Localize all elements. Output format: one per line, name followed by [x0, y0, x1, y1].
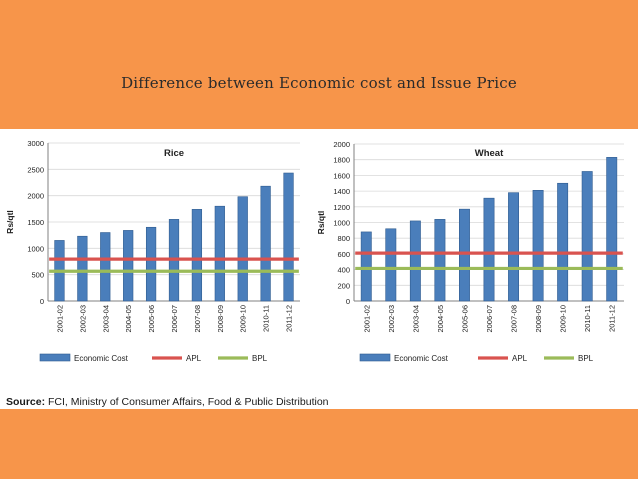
y-tick-label: 1800 — [333, 156, 350, 165]
wheat-chart: 0 200 400 600 800 1000 1200 1400 1600 1800 2000 Rs/… — [316, 140, 624, 363]
slide-title: Difference between Economic cost and Iss… — [121, 74, 517, 92]
y-tick-label: 1000 — [333, 219, 350, 228]
x-tick-label: 2007-08 — [193, 305, 202, 333]
x-tick-label: 2002-03 — [78, 305, 87, 333]
bar-economic-cost — [409, 220, 421, 302]
bar-economic-cost — [100, 232, 111, 302]
y-tick-label: 200 — [337, 281, 350, 290]
bar-economic-cost — [214, 205, 225, 302]
x-tick-label: 2003-04 — [101, 305, 110, 333]
y-tick-label: 2000 — [27, 192, 44, 201]
y-axis-label: Rs/qtl — [5, 210, 15, 234]
bar-economic-cost — [606, 157, 618, 302]
bar-economic-cost — [191, 209, 203, 302]
legend-swatch-economic-cost — [39, 353, 71, 362]
title-band — [0, 0, 638, 128]
y-tick-label: 3000 — [27, 139, 44, 148]
y-tick-label: 400 — [337, 266, 350, 275]
bar-economic-cost — [360, 231, 372, 302]
chart-title: Rice — [164, 148, 184, 159]
y-tick-label: 1200 — [333, 203, 350, 212]
x-tick-label: 2004-05 — [436, 305, 445, 333]
bar-economic-cost — [557, 182, 569, 302]
y-tick-label: 0 — [40, 297, 44, 306]
legend-label-economic-cost: Economic Cost — [74, 354, 129, 363]
x-tick-label: 2001-02 — [55, 305, 64, 333]
y-tick-label: 500 — [31, 271, 44, 280]
bar-economic-cost — [123, 230, 134, 302]
x-tick-label: 2007-08 — [510, 305, 519, 333]
legend-swatch-economic-cost — [359, 353, 391, 362]
x-tick-label: 2004-05 — [124, 305, 133, 333]
y-tick-label: 800 — [337, 234, 350, 243]
bar-economic-cost — [145, 226, 157, 302]
y-tick-label: 1000 — [27, 244, 44, 253]
bar-economic-cost — [508, 192, 520, 302]
y-tick-label: 1500 — [27, 218, 44, 227]
x-tick-label: 2001-02 — [362, 305, 371, 333]
y-tick-label: 1400 — [333, 187, 350, 196]
y-tick-label: 2000 — [333, 140, 350, 149]
bar-economic-cost — [385, 228, 397, 302]
legend-label-bpl: BPL — [252, 354, 268, 363]
x-tick-label: 2010-11 — [262, 305, 271, 332]
x-tick-label: 2010-11 — [583, 305, 592, 332]
rice-chart: 0 500 1000 1500 2000 2500 3000 Rs/qtl Rice 2001-0… — [5, 139, 300, 363]
bar-economic-cost — [283, 172, 294, 302]
legend-label-economic-cost: Economic Cost — [394, 354, 449, 363]
bar-economic-cost — [434, 219, 446, 302]
x-tick-label: 2006-07 — [170, 305, 179, 333]
bar-economic-cost — [532, 190, 544, 302]
bar-economic-cost — [237, 196, 248, 302]
x-tick-label: 2011-12 — [608, 305, 617, 332]
source-label: Source: — [6, 396, 46, 408]
legend-label-bpl: BPL — [578, 354, 594, 363]
source-note: Source: FCI, Ministry of Consumer Affair… — [6, 396, 329, 408]
x-tick-label: 2009-10 — [239, 305, 248, 333]
x-tick-label: 2003-04 — [411, 305, 420, 333]
x-tick-label: 2005-06 — [147, 305, 156, 333]
y-tick-label: 2500 — [27, 165, 44, 174]
legend-label-apl: APL — [186, 354, 202, 363]
y-axis-label: Rs/qtl — [316, 211, 326, 235]
source-text: FCI, Ministry of Consumer Affairs, Food … — [45, 396, 329, 408]
legend-label-apl: APL — [512, 354, 528, 363]
bar-economic-cost — [483, 197, 495, 302]
x-tick-label: 2008-09 — [534, 305, 543, 333]
x-tick-label: 2002-03 — [387, 305, 396, 333]
charts-panel: 0 500 1000 1500 2000 2500 3000 Rs/qtl Rice 2001-0… — [0, 129, 638, 409]
bar-economic-cost — [459, 208, 470, 302]
x-tick-label: 2011-12 — [285, 305, 294, 332]
y-tick-label: 600 — [337, 250, 350, 259]
bar-economic-cost — [260, 185, 271, 302]
x-tick-label: 2006-07 — [485, 305, 494, 333]
x-tick-label: 2005-06 — [460, 305, 469, 333]
x-tick-label: 2009-10 — [559, 305, 568, 333]
chart-title: Wheat — [475, 148, 504, 159]
y-tick-label: 1600 — [333, 171, 350, 180]
bar-economic-cost — [581, 171, 593, 302]
x-tick-label: 2008-09 — [216, 305, 225, 333]
bar-economic-cost — [77, 235, 88, 302]
y-tick-label: 0 — [346, 297, 350, 306]
